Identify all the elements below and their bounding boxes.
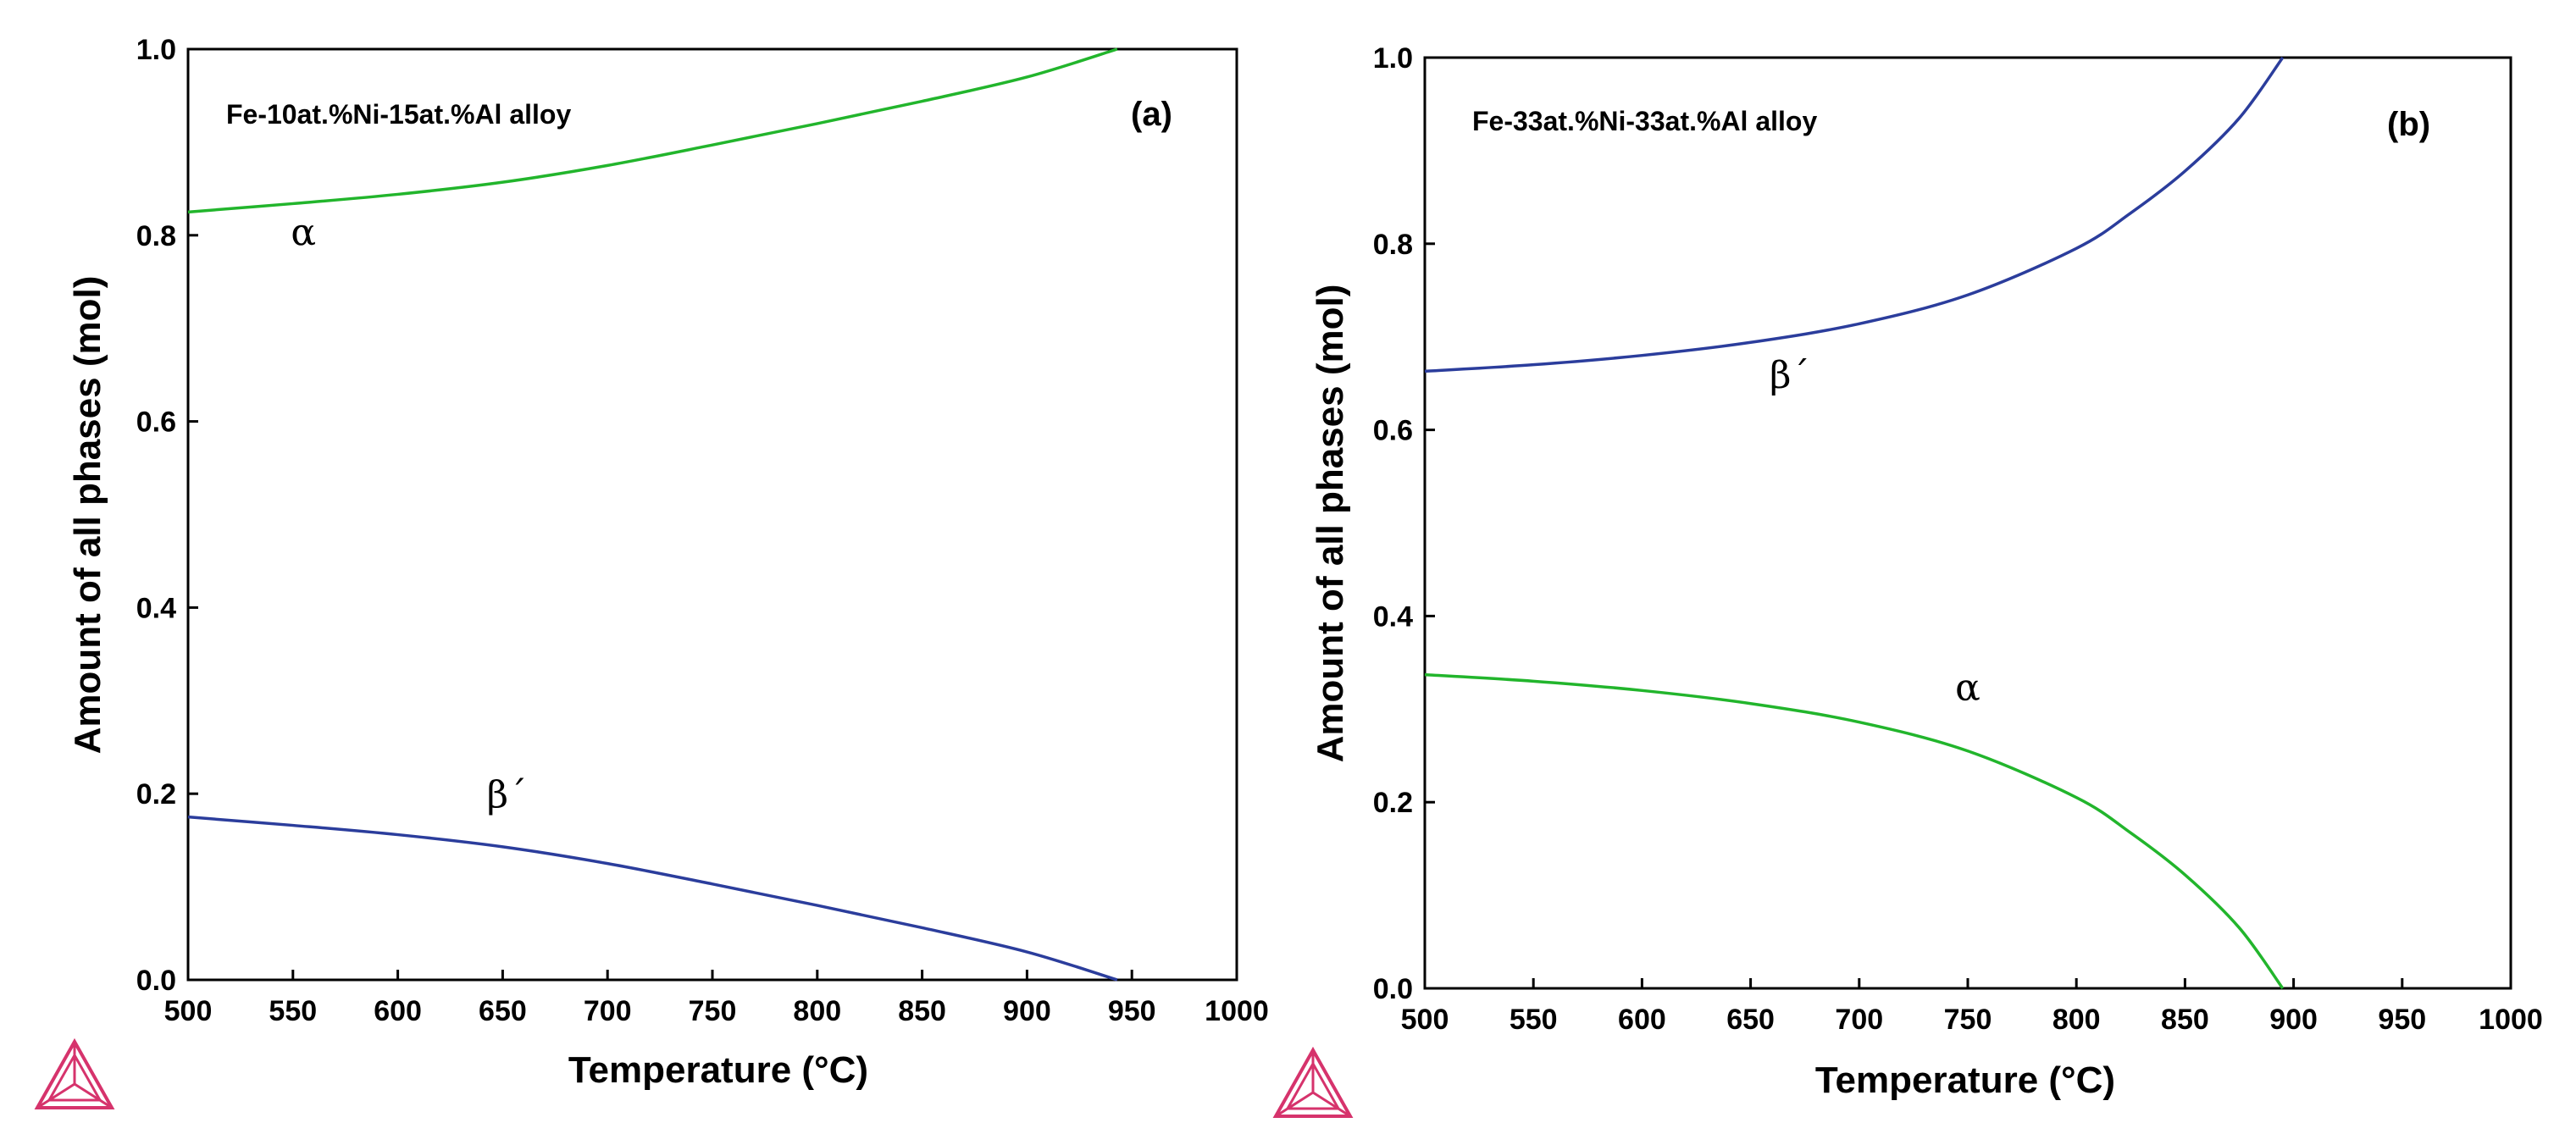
series-alpha-line-a (187, 47, 1118, 214)
x-axis-title-a: Temperature (°C) (568, 1049, 868, 1091)
y-tick-label-b: 0.0 (1373, 973, 1413, 1005)
x-tick-label-b: 750 (1944, 1004, 1992, 1036)
series-beta-prime-line-a (187, 815, 1118, 982)
x-tick-label-a: 600 (374, 995, 422, 1027)
x-axis-title-b: Temperature (°C) (1815, 1059, 2115, 1101)
y-tick-label-a: 0.4 (136, 592, 176, 624)
series-beta-prime-line-b (1424, 56, 2285, 373)
x-tick-label-a: 900 (1003, 995, 1051, 1027)
curves-a: α β´ (187, 47, 1118, 982)
panel-a: 500 550 600 650 700 750 800 850 900 950 1000 0.0 0.2… (34, 34, 1269, 1109)
x-tick-label-a: 1000 (1205, 995, 1269, 1027)
x-tick-label-a: 950 (1108, 995, 1156, 1027)
y-tick-label-a: 0.0 (136, 965, 176, 997)
plot-area-b (1423, 56, 2512, 990)
x-tick-label-a: 850 (898, 995, 946, 1027)
y-axis-title-a: Amount of all phases (mol) (67, 276, 108, 755)
plot-area-a (186, 47, 1238, 982)
thermo-calc-logo-a (34, 1037, 115, 1109)
thermo-calc-logo-b (1272, 1046, 1354, 1118)
x-tick-label-b: 700 (1835, 1004, 1883, 1036)
phase-label-beta-prime-b: β´ (1770, 354, 1809, 397)
x-tick-label-b: 550 (1510, 1004, 1558, 1036)
x-tick-label-b: 500 (1401, 1004, 1449, 1036)
x-tick-label-a: 500 (164, 995, 213, 1027)
x-tick-label-a: 550 (269, 995, 317, 1027)
x-tick-label-a: 800 (793, 995, 841, 1027)
y-tick-label-b: 0.4 (1373, 600, 1413, 633)
y-axis-title-b: Amount of all phases (mol) (1310, 285, 1351, 763)
y-tick-label-b: 0.8 (1373, 229, 1413, 261)
phase-label-alpha-a: α (291, 211, 316, 254)
y-tick-label-b: 0.6 (1373, 415, 1413, 447)
y-tick-label-b: 1.0 (1373, 42, 1413, 75)
y-tick-label-a: 0.8 (136, 220, 176, 252)
x-tick-label-b: 600 (1618, 1004, 1666, 1036)
panel-tag-a: (a) (1131, 96, 1172, 133)
x-tick-label-a: 650 (479, 995, 527, 1027)
y-tick-label-b: 0.2 (1373, 787, 1413, 819)
x-tick-label-b: 900 (2269, 1004, 2318, 1036)
x-tick-label-b: 850 (2161, 1004, 2209, 1036)
x-tick-label-b: 1000 (2479, 1004, 2543, 1036)
plot-frame-a (186, 47, 1238, 982)
x-tick-label-a: 700 (584, 995, 632, 1027)
panel-tag-b: (b) (2387, 106, 2430, 143)
phase-label-beta-prime-a: β´ (487, 774, 527, 817)
curves-b: β´ α (1424, 56, 2285, 990)
x-tick-label-b: 950 (2378, 1004, 2426, 1036)
y-tick-label-a: 0.6 (136, 407, 176, 439)
series-alpha-line-b (1424, 672, 2285, 990)
alloy-label-b: Fe-33at.%Ni-33at.%Al alloy (1472, 106, 1817, 136)
x-tick-label-b: 650 (1726, 1004, 1775, 1036)
x-tick-label-a: 750 (689, 995, 737, 1027)
alloy-label-a: Fe-10at.%Ni-15at.%Al alloy (226, 99, 571, 130)
phase-label-alpha-b: α (1955, 666, 1980, 709)
x-tick-label-b: 800 (2052, 1004, 2101, 1036)
ticks-b: 500 550 600 650 700 750 800 850 900 950 1000 0.0 0.2… (1373, 42, 2543, 1036)
plot-frame-b (1423, 56, 2512, 990)
panel-b: 500 550 600 650 700 750 800 850 900 950 1000 0.0 0.2… (1272, 42, 2543, 1118)
y-tick-label-a: 1.0 (136, 34, 176, 66)
y-tick-label-a: 0.2 (136, 778, 176, 810)
ticks-a: 500 550 600 650 700 750 800 850 900 950 1000 0.0 0.2… (136, 34, 1269, 1027)
